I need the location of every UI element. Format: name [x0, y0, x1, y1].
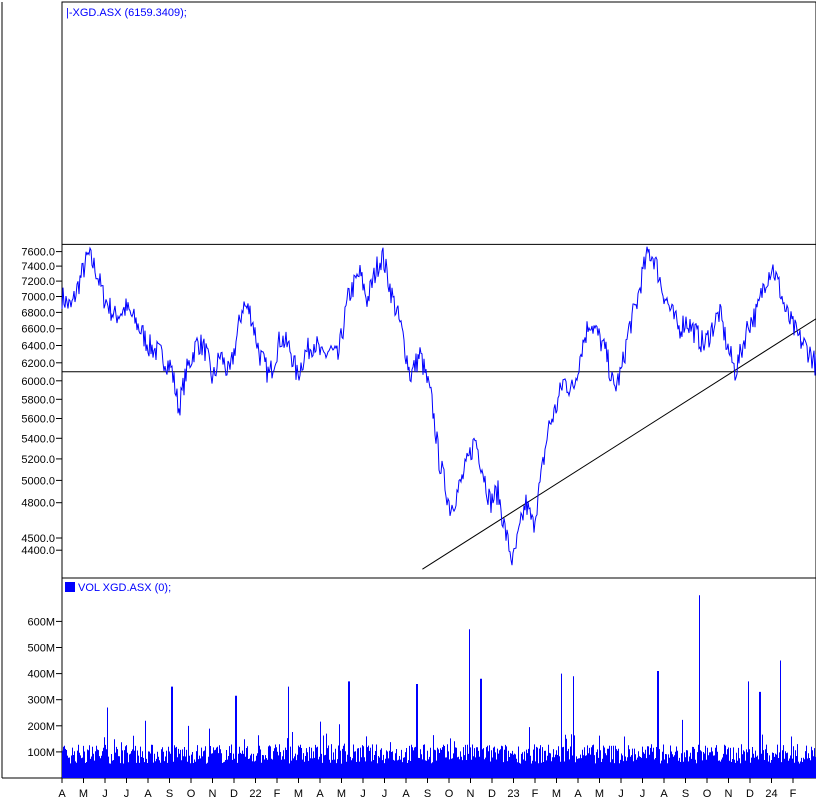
x-tick-label: N [725, 788, 733, 800]
price-tick-label: 4400.0 [21, 545, 55, 557]
x-tick-label: F [790, 788, 797, 800]
price-tick-label: 5600.0 [21, 414, 55, 426]
volume-tick-label: 100M [27, 747, 55, 759]
x-tick-label: J [382, 788, 388, 800]
price-tick-label: 5200.0 [21, 454, 55, 466]
x-tick-label: A [144, 788, 152, 800]
price-tick-label: 6800.0 [21, 307, 55, 319]
price-panel [61, 1, 816, 579]
x-tick-label: J [360, 788, 366, 800]
volume-legend-swatch [65, 582, 75, 592]
volume-tick-label: 300M [27, 695, 55, 707]
price-tick-label: 7000.0 [21, 292, 55, 304]
volume-tick-label: 500M [27, 643, 55, 655]
price-tick-label: 4500.0 [21, 533, 55, 545]
x-tick-label: A [574, 788, 582, 800]
x-tick-label: N [209, 788, 217, 800]
volume-legend: VOL XGD.ASX (0); [78, 582, 171, 594]
price-tick-label: 5800.0 [21, 394, 55, 406]
x-tick-label: J [124, 788, 130, 800]
price-tick-label: 5400.0 [21, 433, 55, 445]
x-tick-label: J [640, 788, 646, 800]
x-tick-label: D [746, 788, 754, 800]
x-tick-label: N [467, 788, 475, 800]
x-tick-label: A [58, 788, 66, 800]
price-legend: |-XGD.ASX (6159.3409); [66, 7, 187, 19]
x-tick-label: J [618, 788, 624, 800]
x-tick-label: 22 [249, 788, 261, 800]
x-tick-label: S [424, 788, 431, 800]
price-tick-label: 7200.0 [21, 276, 55, 288]
volume-y-axis: 100M 200M 300M 400M 500M 600M [27, 616, 62, 759]
price-tick-label: 6400.0 [21, 341, 55, 353]
x-tick-label: O [703, 788, 712, 800]
price-tick-label: 6000.0 [21, 376, 55, 388]
x-tick-label: D [488, 788, 496, 800]
x-tick-label: M [294, 788, 303, 800]
price-tick-label: 6600.0 [21, 324, 55, 336]
volume-tick-label: 600M [27, 616, 55, 628]
price-tick-label: 5000.0 [21, 475, 55, 487]
trendline-layer [422, 318, 816, 570]
x-tick-label: O [445, 788, 454, 800]
price-legend-swatch [65, 6, 73, 16]
x-tick-label: M [552, 788, 561, 800]
volume-bars [62, 595, 816, 778]
x-tick-label: M [79, 788, 88, 800]
volume-tick-label: 200M [27, 721, 55, 733]
x-tick-label: 23 [507, 788, 519, 800]
volume-panel [61, 577, 816, 779]
price-tick-label: 6200.0 [21, 358, 55, 370]
x-axis-labels: A M J J A S O N D 22 F M A M J J A S O N D 23 F M A M J J A S O N D 24 F [58, 778, 797, 800]
trendline [422, 318, 816, 570]
x-tick-label: D [230, 788, 238, 800]
x-tick-label: J [102, 788, 108, 800]
x-tick-label: S [166, 788, 173, 800]
price-series-line [61, 246, 816, 566]
x-tick-label: A [316, 788, 324, 800]
price-reference-lines [62, 243, 816, 373]
price-tick-label: 7400.0 [21, 261, 55, 273]
price-tick-label: 7600.0 [21, 247, 55, 259]
volume-tick-label: 400M [27, 669, 55, 681]
x-tick-label: 24 [765, 788, 777, 800]
x-tick-label: M [337, 788, 346, 800]
x-tick-label: O [187, 788, 196, 800]
price-tick-label: 4800.0 [21, 498, 55, 510]
x-tick-label: F [532, 788, 539, 800]
x-tick-label: M [595, 788, 604, 800]
x-tick-label: F [274, 788, 281, 800]
x-tick-label: A [402, 788, 410, 800]
x-tick-label: A [660, 788, 668, 800]
x-tick-label: S [682, 788, 689, 800]
